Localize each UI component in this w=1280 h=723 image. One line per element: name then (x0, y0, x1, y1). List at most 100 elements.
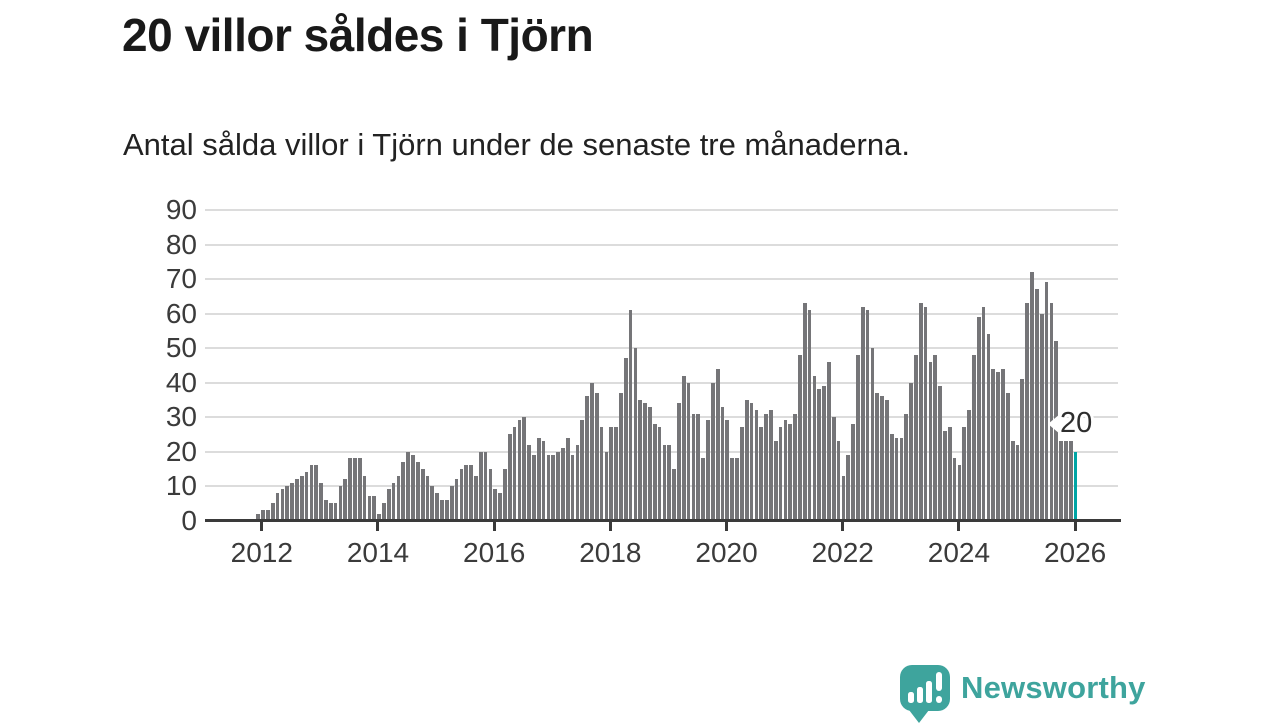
bar (1015, 444, 1020, 521)
bar (938, 385, 942, 521)
bar (256, 513, 261, 521)
bar (396, 475, 401, 521)
bar (783, 420, 788, 521)
bar (672, 468, 676, 521)
bar (788, 423, 793, 521)
bar (401, 461, 406, 521)
value-callout: 20 (1060, 407, 1093, 439)
bar (976, 316, 981, 521)
bar (464, 465, 469, 521)
bar (677, 403, 681, 521)
bar (812, 375, 817, 521)
x-axis-tick (492, 522, 496, 531)
bar (740, 427, 744, 521)
bar (449, 486, 454, 521)
y-axis-label: 30 (165, 401, 197, 432)
bar (667, 444, 672, 521)
logo-bubble-tail (909, 710, 929, 723)
bar (372, 496, 377, 521)
bar (353, 458, 357, 521)
bar (459, 468, 464, 521)
x-axis-tick (841, 522, 845, 531)
bar (503, 468, 507, 521)
bar (885, 399, 889, 521)
logo-exclamation-dot-icon (936, 696, 942, 703)
bar (415, 461, 420, 521)
x-axis-label: 2016 (463, 537, 526, 568)
bar (382, 503, 386, 521)
bar (619, 392, 623, 521)
bar (556, 451, 560, 521)
bar (1064, 441, 1068, 521)
gridline (205, 347, 1118, 349)
bar (1034, 289, 1039, 521)
bar (715, 368, 720, 521)
bar (266, 510, 270, 521)
y-axis-label: 40 (165, 366, 197, 398)
bar (962, 427, 967, 521)
bar (604, 451, 609, 521)
bar (822, 385, 826, 521)
logo-chart-bar-icon (908, 692, 914, 703)
bar (623, 358, 628, 521)
bar (1039, 313, 1044, 521)
bar (299, 475, 304, 521)
x-axis-tick (376, 522, 380, 531)
bar (498, 492, 502, 521)
x-axis-label: 2020 (695, 537, 758, 568)
gridline (205, 312, 1118, 315)
x-axis-tick (957, 522, 961, 531)
x-axis-line (205, 519, 1121, 522)
bar (319, 482, 323, 521)
bar (469, 465, 473, 521)
bar (435, 492, 440, 521)
gridline (205, 243, 1118, 246)
y-axis-label: 90 (165, 194, 197, 225)
bar (570, 454, 575, 521)
x-axis-label: 2014 (346, 537, 410, 568)
bar (759, 427, 764, 521)
bar (643, 403, 647, 521)
bar (1005, 392, 1010, 521)
bar (633, 348, 638, 521)
gridline (205, 485, 1118, 487)
y-axis-label: 20 (165, 435, 197, 467)
bar (652, 423, 657, 521)
bar (918, 303, 923, 521)
x-axis-label: 2024 (927, 537, 991, 568)
bar (488, 468, 493, 521)
bar (594, 392, 599, 521)
bar (701, 458, 705, 521)
gridline (205, 278, 1118, 280)
bar (1059, 441, 1063, 521)
y-axis-label: 80 (165, 228, 197, 260)
bar (541, 441, 546, 521)
logo-chart-bar-icon (917, 687, 923, 703)
bar (691, 413, 696, 521)
bar (981, 306, 986, 521)
bar (681, 375, 686, 521)
bar (483, 451, 488, 521)
bar (386, 489, 391, 521)
bar (957, 465, 962, 521)
bar (720, 406, 725, 521)
bar (817, 389, 822, 521)
bar (536, 437, 541, 521)
bar (522, 417, 527, 521)
bar (357, 458, 362, 521)
bar (430, 486, 435, 521)
bar (304, 472, 309, 521)
bar (904, 413, 909, 521)
bar (686, 382, 691, 521)
bar (836, 441, 841, 521)
bar (860, 306, 865, 521)
bar (367, 496, 372, 521)
x-axis-label: 2012 (230, 537, 293, 568)
y-axis-label: 60 (165, 297, 197, 329)
bar (798, 354, 802, 521)
bar (512, 427, 517, 521)
y-axis-label: 0 (181, 504, 197, 536)
bar (328, 503, 333, 521)
